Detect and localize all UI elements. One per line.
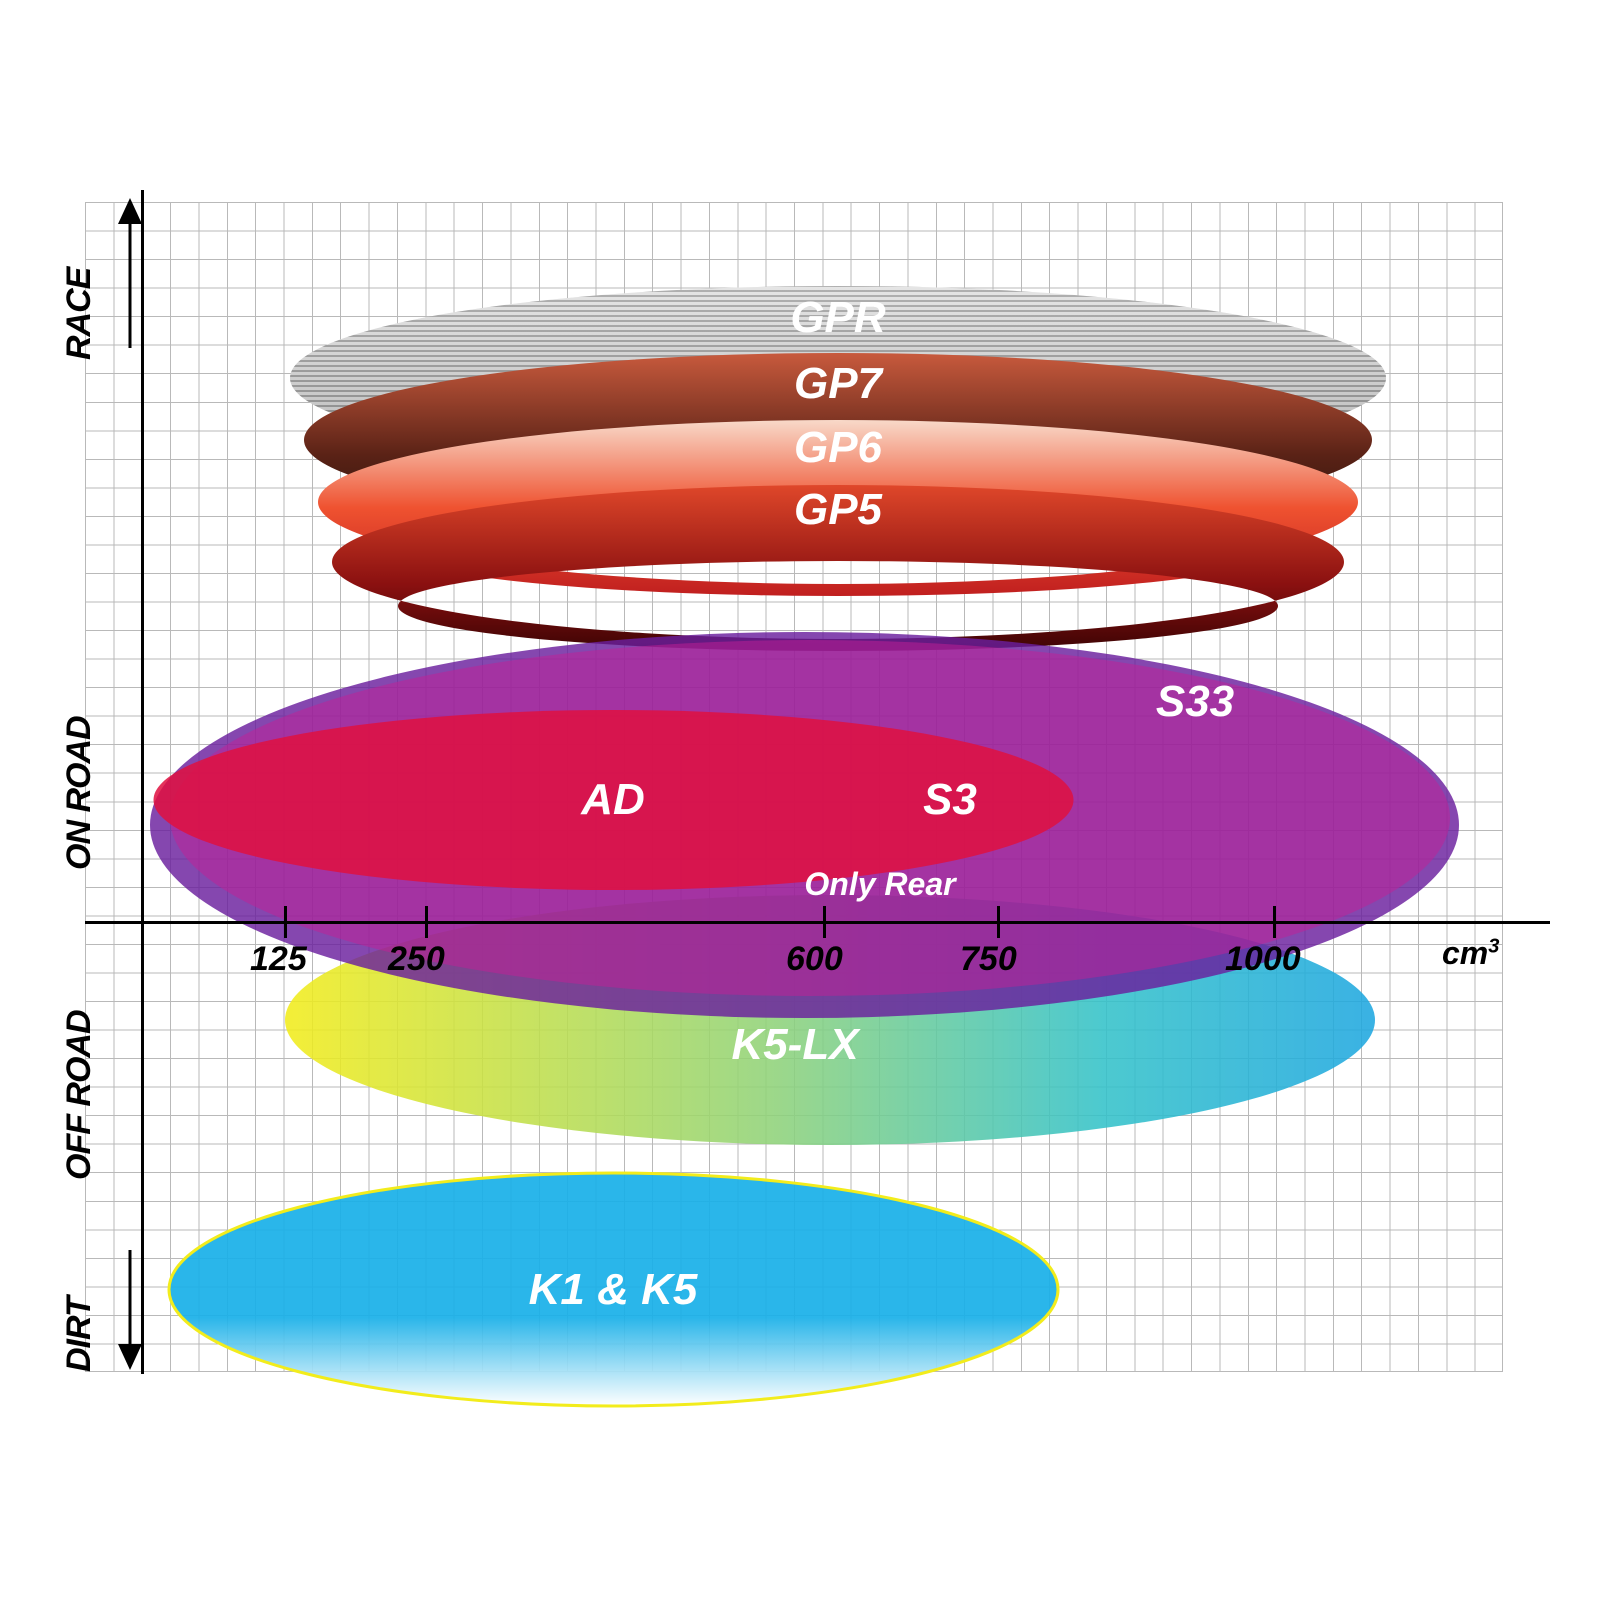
svg-text:K1 & K5: K1 & K5 [529, 1265, 698, 1314]
svg-text:S3: S3 [923, 775, 977, 824]
svg-text:AD: AD [580, 775, 645, 824]
svg-text:K5-LX: K5-LX [731, 1020, 861, 1069]
svg-text:S33: S33 [1156, 677, 1234, 726]
svg-text:Only Rear: Only Rear [804, 866, 957, 902]
